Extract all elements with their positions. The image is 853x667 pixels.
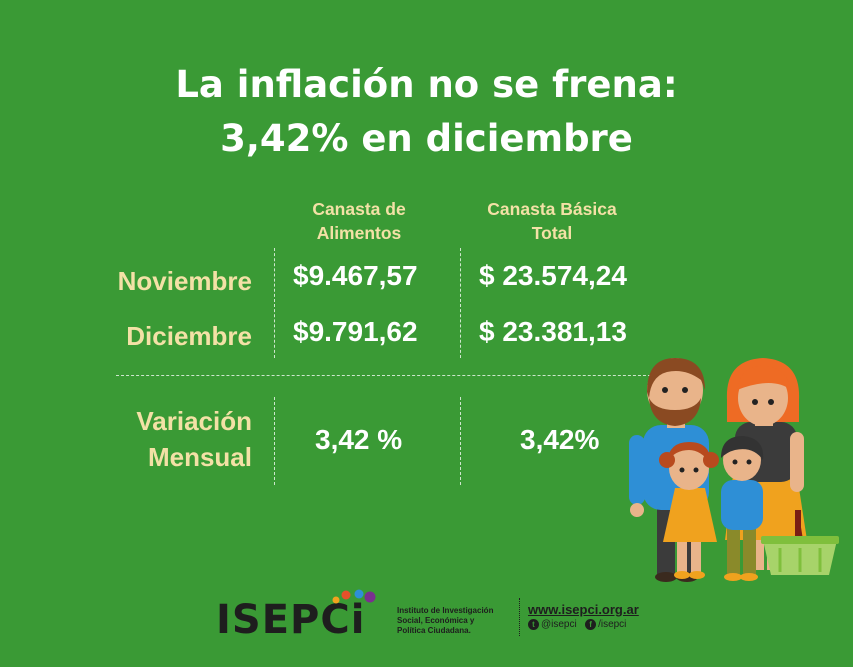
divider-vertical-4 [460, 397, 461, 485]
institute-line2: Social, Económica y [397, 616, 475, 625]
title-line-2: 3,42% en diciembre [220, 117, 633, 160]
family-illustration [629, 358, 839, 582]
variation-food-value: 3,42 % [315, 424, 403, 455]
divider-vertical-3 [274, 397, 275, 485]
institute-line3: Política Ciudadana. [397, 626, 471, 635]
shopping-basket-icon [761, 510, 839, 575]
logo-dots-icon [332, 589, 376, 604]
column-header-food: Canasta de Alimentos [264, 197, 454, 245]
divider-horizontal [116, 375, 656, 376]
boy-figure [721, 436, 764, 581]
divider-vertical-1 [274, 248, 275, 358]
row-label-december: Diciembre [126, 321, 252, 351]
page-title: La inflación no se frena: 3,42% en dicie… [0, 58, 853, 166]
social-links: t @isepci f/isepci [528, 619, 626, 630]
footer-divider [519, 598, 520, 636]
variation-total-value: 3,42% [520, 424, 600, 455]
isepci-logo: ISEPCi [216, 597, 366, 643]
november-total-value: $ 23.574,24 [479, 260, 627, 291]
column-header-total-line1: Canasta Básica [487, 199, 617, 219]
divider-vertical-2 [460, 248, 461, 358]
institute-line1: Instituto de Investigación [397, 606, 494, 615]
girl-figure [659, 442, 719, 579]
twitter-icon: t [528, 619, 539, 630]
title-line-1: La inflación no se frena: [175, 63, 678, 106]
website-link[interactable]: www.isepci.org.ar [528, 602, 639, 617]
facebook-icon: f [585, 619, 597, 630]
row-label-variation-2: Mensual [147, 442, 252, 472]
facebook-handle[interactable]: /isepci [598, 619, 627, 631]
november-food-value: $9.467,57 [293, 260, 418, 291]
december-total-value: $ 23.381,13 [479, 316, 627, 347]
row-label-variation-1: Variación [136, 406, 252, 436]
twitter-handle[interactable]: @isepci [541, 619, 577, 631]
column-header-total: Canasta Básica Total [457, 197, 647, 245]
column-header-food-line1: Canasta de [312, 199, 406, 219]
row-label-november: Noviembre [117, 266, 252, 296]
column-header-food-line2: Alimentos [316, 223, 402, 243]
december-food-value: $9.791,62 [293, 316, 418, 347]
institute-name: Instituto de Investigación Social, Econó… [397, 606, 517, 636]
column-header-total-line2: Total [531, 223, 573, 243]
